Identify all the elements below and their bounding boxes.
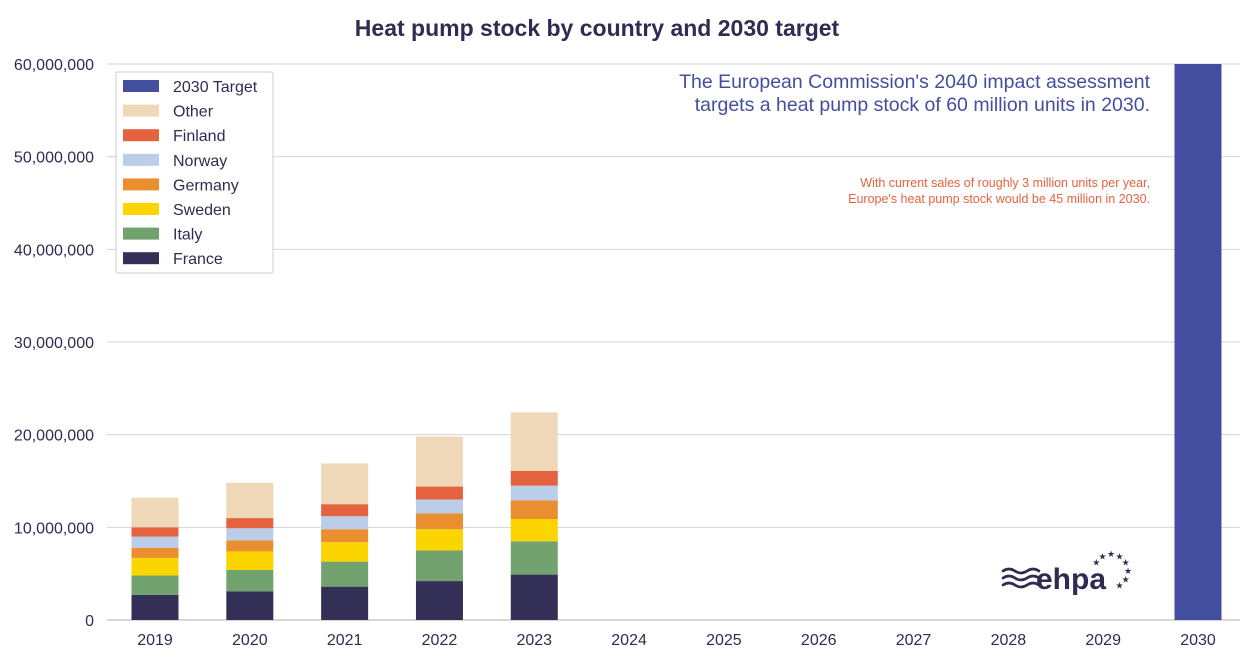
legend-swatch bbox=[123, 129, 159, 142]
annotation-sales-line-2: Europe's heat pump stock would be 45 mil… bbox=[848, 192, 1150, 206]
y-tick-label: 40,000,000 bbox=[14, 242, 94, 259]
bar-segment bbox=[321, 463, 369, 505]
bar-segment bbox=[510, 485, 558, 501]
legend-swatch bbox=[123, 80, 159, 92]
annotation-sales-line-1: With current sales of roughly 3 million … bbox=[860, 176, 1150, 190]
bar-segment bbox=[131, 536, 179, 548]
bar-segment bbox=[415, 529, 463, 551]
x-axis: 2019 2020 2021 2022 2023 2024 2025 2026 2027 2028… bbox=[137, 632, 1216, 649]
x-tick-label: 2029 bbox=[1085, 632, 1121, 649]
x-tick-label: 2023 bbox=[516, 632, 552, 649]
bar-segment bbox=[226, 569, 274, 592]
star-icon: ★ bbox=[1115, 551, 1123, 561]
bar-segment bbox=[131, 547, 179, 558]
bar-segment bbox=[415, 513, 463, 530]
x-tick-label: 2019 bbox=[137, 632, 173, 649]
bar-segment bbox=[131, 594, 179, 620]
legend-box bbox=[115, 71, 274, 274]
bar-segment bbox=[131, 557, 179, 576]
bar-segment bbox=[321, 542, 369, 562]
bar-segment bbox=[226, 518, 274, 529]
ehpa-logo: ehpa ★ ★★★★★★★ bbox=[1001, 549, 1132, 596]
bar-segment bbox=[510, 518, 558, 542]
x-tick-label: 2028 bbox=[991, 632, 1027, 649]
x-tick-label: 2021 bbox=[327, 632, 363, 649]
star-icon: ★ bbox=[1107, 549, 1115, 559]
bar-segment bbox=[226, 591, 274, 620]
star-icon: ★ bbox=[1122, 575, 1130, 585]
bar-segment bbox=[1174, 64, 1222, 620]
star-icon: ★ bbox=[1092, 558, 1100, 568]
bar-segment bbox=[131, 575, 179, 595]
x-tick-label: 2024 bbox=[611, 632, 647, 649]
x-tick-label: 2022 bbox=[422, 632, 458, 649]
bar-segment bbox=[226, 528, 274, 541]
bar-segment bbox=[415, 436, 463, 487]
legend-label: Finland bbox=[173, 128, 225, 145]
legend-swatch bbox=[123, 252, 159, 265]
bar-segment bbox=[131, 527, 179, 537]
bar-segment bbox=[226, 551, 274, 570]
star-icon: ★ bbox=[1098, 551, 1106, 561]
legend-label: France bbox=[173, 251, 223, 268]
bar-segment bbox=[510, 541, 558, 575]
x-tick-label: 2026 bbox=[801, 632, 837, 649]
bar-segment bbox=[321, 504, 369, 517]
x-tick-label: 2030 bbox=[1180, 632, 1216, 649]
x-tick-label: 2027 bbox=[896, 632, 932, 649]
legend: 2030 Target Other Finland Norway Germany Swed… bbox=[115, 71, 274, 274]
legend-label: Other bbox=[173, 104, 214, 121]
bar-segment bbox=[415, 581, 463, 620]
bar-segment bbox=[131, 497, 179, 528]
y-tick-label: 0 bbox=[85, 613, 94, 630]
logo-text: ehpa bbox=[1036, 563, 1106, 596]
legend-label: Norway bbox=[173, 153, 227, 170]
y-tick-label: 10,000,000 bbox=[14, 520, 94, 537]
y-tick-label: 50,000,000 bbox=[14, 150, 94, 167]
legend-swatch bbox=[123, 203, 159, 215]
legend-label: Sweden bbox=[173, 202, 231, 219]
star-icon: ★ bbox=[1124, 566, 1132, 576]
legend-label: Italy bbox=[173, 227, 202, 244]
legend-label: Germany bbox=[173, 177, 239, 194]
y-tick-label: 30,000,000 bbox=[14, 335, 94, 352]
y-axis: 0 10,000,000 20,000,000 30,000,000 40,000,00… bbox=[14, 57, 94, 630]
star-icon: ★ bbox=[1122, 558, 1130, 568]
bar-segment bbox=[510, 500, 558, 519]
y-tick-label: 60,000,000 bbox=[14, 57, 94, 74]
legend-swatch bbox=[123, 178, 159, 191]
bar-segment bbox=[415, 486, 463, 500]
bars bbox=[131, 64, 1222, 620]
star-icon: ★ bbox=[1115, 581, 1123, 591]
bar-segment bbox=[510, 574, 558, 620]
bar-segment bbox=[415, 550, 463, 582]
legend-swatch bbox=[123, 104, 159, 117]
bar-segment bbox=[321, 586, 369, 620]
bar-segment bbox=[321, 561, 369, 587]
legend-label: 2030 Target bbox=[173, 79, 258, 96]
legend-swatch bbox=[123, 227, 159, 240]
wave-stars-logo-icon bbox=[1001, 567, 1041, 589]
x-tick-label: 2020 bbox=[232, 632, 268, 649]
x-tick-label: 2025 bbox=[706, 632, 742, 649]
bar-segment bbox=[510, 470, 558, 486]
annotation-target-line-1: The European Commission's 2040 impact as… bbox=[679, 71, 1150, 93]
y-tick-label: 20,000,000 bbox=[14, 428, 94, 445]
bar-segment bbox=[321, 529, 369, 543]
legend-swatch bbox=[123, 153, 159, 166]
annotation-target-line-2: targets a heat pump stock of 60 million … bbox=[695, 94, 1150, 116]
bar-segment bbox=[321, 516, 369, 530]
chart-title: Heat pump stock by country and 2030 targ… bbox=[355, 15, 840, 41]
bar-segment bbox=[226, 482, 274, 519]
bar-segment bbox=[510, 412, 558, 471]
eu-stars-icon: ★ ★★★★★★★ bbox=[1092, 549, 1132, 591]
bar-segment bbox=[415, 499, 463, 514]
gridlines bbox=[107, 63, 1240, 621]
bar-segment bbox=[226, 540, 274, 552]
